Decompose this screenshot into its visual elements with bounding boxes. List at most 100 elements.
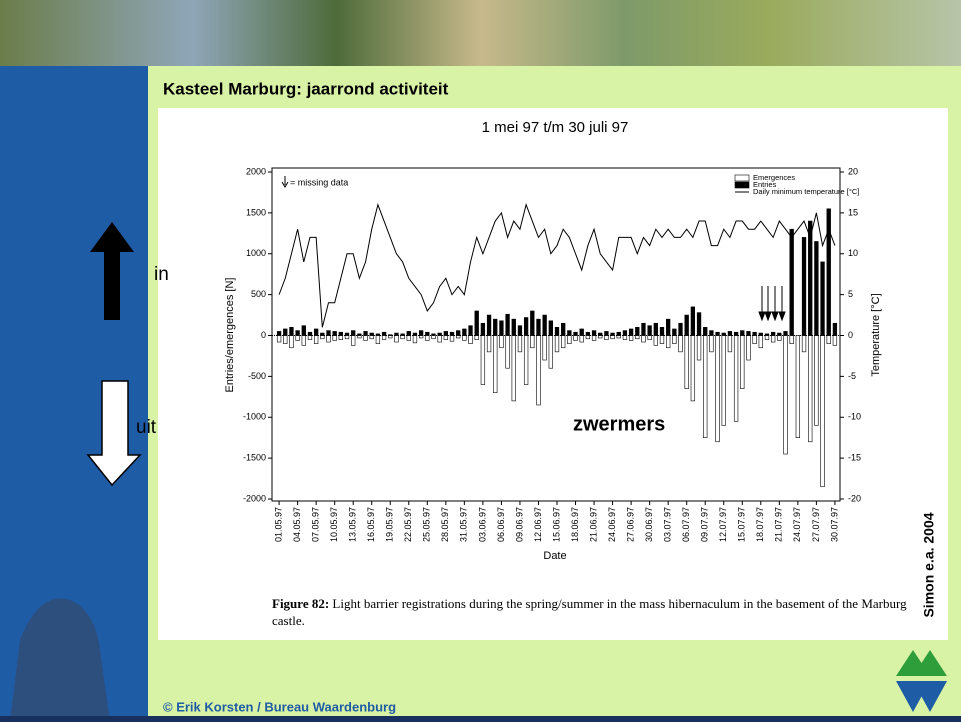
x-tick-label: 09.07.97: [700, 507, 710, 542]
bar: [715, 335, 720, 443]
bar: [832, 335, 838, 346]
bar: [400, 335, 405, 340]
bar: [406, 335, 411, 341]
annotation: = missing data: [290, 177, 348, 187]
bar: [684, 314, 689, 336]
y-tick-label: 1000: [246, 248, 266, 258]
bar: [771, 331, 776, 336]
bar: [591, 330, 597, 336]
bar: [709, 330, 714, 336]
bar: [505, 335, 510, 369]
bar: [425, 335, 430, 341]
bar: [530, 335, 535, 349]
x-tick-label: 16.05.97: [366, 507, 376, 542]
bar: [536, 335, 541, 406]
y2-tick-label: 20: [848, 166, 858, 176]
bar: [764, 333, 770, 336]
bar: [326, 335, 331, 343]
x-tick-label: 04.05.97: [292, 507, 302, 542]
bar: [474, 335, 479, 340]
bar: [505, 313, 510, 336]
bar: [351, 330, 356, 336]
out-label: uit: [136, 417, 157, 438]
y-tick-label: -1000: [243, 412, 266, 422]
bar: [740, 335, 745, 389]
bar: [338, 335, 343, 340]
bar: [721, 332, 726, 336]
bar: [622, 335, 628, 340]
bar: [826, 335, 831, 344]
bar: [653, 322, 658, 336]
bar: [437, 335, 442, 343]
bar: [616, 331, 621, 336]
bar: [585, 335, 591, 340]
bar: [758, 335, 763, 349]
bar: [486, 314, 492, 336]
bar: [733, 335, 739, 422]
legend-label: Daily minimum temperature [°C]: [753, 187, 859, 196]
bar: [449, 331, 455, 336]
bar: [468, 325, 473, 336]
x-tick-label: 28.05.97: [440, 507, 450, 542]
bar: [283, 328, 288, 336]
bar: [573, 331, 578, 336]
bar: [456, 330, 461, 336]
bar: [332, 335, 337, 341]
bar: [523, 317, 529, 336]
bar: [591, 335, 597, 341]
slide-title: Kasteel Marburg: jaarrond activiteit: [163, 79, 449, 98]
bar: [554, 335, 560, 353]
bar: [795, 335, 801, 438]
x-tick-label: 30.06.97: [644, 507, 654, 542]
bar: [635, 327, 640, 336]
bar: [616, 335, 621, 339]
x-tick-label: 25.05.97: [422, 507, 432, 542]
bar: [561, 322, 566, 336]
legend-swatch: [734, 181, 750, 189]
missing-data-symbol: [281, 176, 289, 188]
y-axis-label: Entries/emergences [N]: [224, 278, 236, 393]
bar: [561, 335, 566, 349]
bar: [548, 335, 553, 369]
bar: [801, 237, 807, 336]
bar: [789, 335, 794, 344]
bar: [295, 330, 300, 336]
bar: [542, 314, 547, 336]
y2-tick-label: 0: [848, 330, 853, 340]
bar: [449, 335, 455, 342]
x-tick-label: 12.06.97: [533, 507, 543, 542]
bar: [320, 335, 325, 340]
bar: [418, 330, 424, 336]
bar: [783, 331, 788, 336]
bar: [641, 322, 646, 336]
bar: [635, 335, 640, 340]
y2-tick-label: 15: [848, 207, 858, 217]
bar: [752, 331, 757, 336]
y-tick-label: 0: [261, 330, 266, 340]
bar: [301, 335, 306, 346]
bar: [696, 335, 702, 361]
x-tick-label: 10.05.97: [329, 507, 339, 542]
bar: [672, 335, 677, 344]
bar: [307, 335, 313, 340]
bar: [499, 335, 504, 349]
bar: [493, 318, 498, 336]
bar: [666, 335, 671, 349]
bar: [351, 335, 356, 346]
y2-tick-label: -20: [848, 493, 861, 503]
y2-tick-label: -10: [848, 412, 861, 422]
bar: [363, 335, 368, 341]
bar: [357, 333, 362, 336]
bar: [579, 328, 584, 336]
bar: [375, 335, 381, 344]
bar: [443, 335, 448, 340]
missing-data-arrows: [758, 286, 786, 322]
bar: [777, 332, 782, 336]
bar: [344, 335, 350, 340]
bar: [777, 335, 782, 341]
x-tick-label: 21.06.97: [588, 507, 598, 542]
x-tick-label: 18.06.97: [570, 507, 580, 542]
y2-tick-label: 5: [848, 289, 853, 299]
bar: [412, 335, 418, 344]
bar: [332, 331, 337, 336]
